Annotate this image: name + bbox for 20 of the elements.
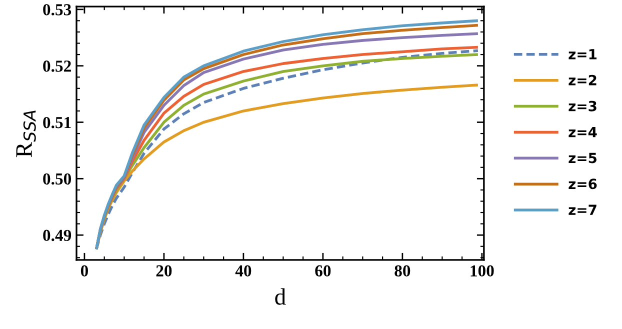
x-tick-label: 60 <box>315 265 331 276</box>
legend-label: z=7 <box>568 204 596 215</box>
legend-label: z=1 <box>568 49 597 60</box>
y-tick-label: 0.53 <box>43 4 72 16</box>
x-tick-label: 20 <box>156 265 172 276</box>
x-tick-label: 80 <box>394 265 410 276</box>
legend-label: z=2 <box>568 74 596 86</box>
y-tick-label: 0.50 <box>43 173 72 185</box>
y-tick-label: 0.51 <box>43 116 71 128</box>
legend-label: z=6 <box>568 178 597 190</box>
y-tick-label: 0.52 <box>43 60 71 72</box>
legend-label: z=4 <box>568 126 597 138</box>
x-axis-title: d <box>275 288 286 305</box>
legend-label: z=3 <box>568 100 596 112</box>
legend-label: z=5 <box>568 152 596 164</box>
y-axis-title: R$_{SSA}$ <box>16 110 36 158</box>
x-tick-label: 40 <box>235 265 252 276</box>
x-tick-label: 0 <box>80 265 88 276</box>
y-tick-label: 0.49 <box>43 230 72 242</box>
x-tick-label: 100 <box>470 265 494 276</box>
